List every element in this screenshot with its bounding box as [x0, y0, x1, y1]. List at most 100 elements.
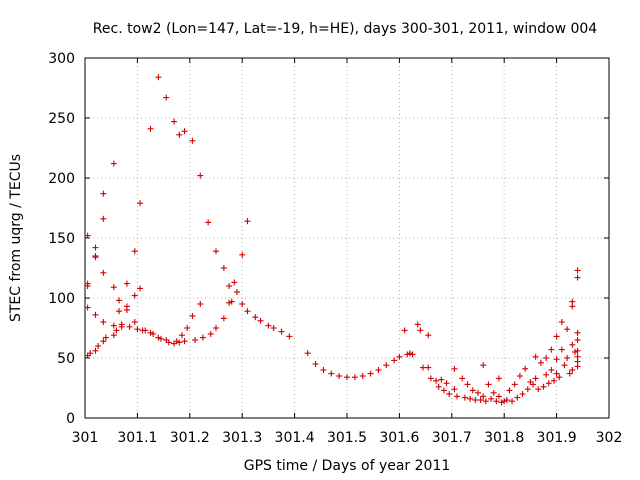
x-tick-label: 301.6 — [379, 430, 419, 446]
data-point — [197, 301, 204, 307]
data-point — [189, 137, 196, 144]
data-point — [548, 367, 555, 373]
data-point — [438, 376, 445, 383]
x-tick-label: 301.7 — [432, 430, 472, 446]
data-point — [480, 393, 487, 400]
data-point — [495, 375, 502, 382]
data-point — [509, 398, 516, 405]
data-point — [110, 332, 117, 339]
data-point — [493, 398, 500, 405]
x-tick-label: 301.2 — [170, 430, 210, 446]
data-point — [181, 128, 188, 135]
data-point — [516, 373, 523, 379]
data-point — [173, 338, 180, 345]
data-point — [569, 341, 576, 348]
data-point — [571, 349, 578, 355]
x-tick-label: 301.3 — [222, 430, 262, 446]
data-point — [123, 280, 130, 287]
data-point — [524, 386, 531, 393]
data-point — [532, 375, 539, 382]
data-point — [147, 329, 154, 336]
x-tick-label: 301.5 — [327, 430, 367, 446]
y-tick-label: 200 — [48, 171, 75, 187]
x-axis-label: GPS time / Days of year 2011 — [244, 458, 451, 474]
data-point — [100, 319, 107, 325]
data-point — [110, 322, 117, 329]
data-point — [574, 363, 581, 370]
data-point — [131, 319, 138, 325]
data-point — [131, 292, 138, 299]
data-point — [532, 353, 539, 360]
data-point — [84, 304, 91, 311]
data-point — [569, 303, 576, 310]
y-tick-label: 250 — [48, 111, 75, 127]
data-point — [553, 370, 560, 377]
y-tick-label: 50 — [57, 351, 75, 367]
data-point — [137, 285, 144, 292]
data-point — [95, 343, 102, 349]
data-point — [480, 362, 487, 369]
data-point — [320, 367, 327, 373]
grid-lines — [85, 58, 609, 418]
data-point — [92, 311, 99, 318]
data-point — [220, 265, 227, 271]
data-point — [239, 301, 246, 307]
data-point — [440, 387, 447, 394]
data-point — [110, 284, 117, 291]
data-point — [558, 319, 565, 325]
y-axis-label: STEC from uqrg / TECUs — [8, 154, 24, 322]
data-point — [475, 389, 481, 396]
data-point — [312, 361, 319, 367]
data-point — [467, 395, 474, 402]
data-point — [102, 334, 109, 341]
data-point — [435, 383, 442, 390]
data-point — [84, 232, 91, 239]
data-point — [498, 399, 505, 406]
data-point — [409, 351, 416, 358]
data-point — [367, 370, 374, 377]
data-point — [116, 308, 123, 315]
data-point — [100, 215, 107, 222]
data-point — [443, 380, 450, 387]
data-point — [359, 373, 366, 379]
data-point — [574, 274, 581, 281]
data-point — [451, 386, 458, 393]
data-point — [469, 387, 476, 394]
data-point — [503, 397, 510, 403]
data-point — [401, 327, 408, 334]
data-point — [485, 381, 492, 388]
data-point — [574, 329, 581, 336]
data-point — [92, 254, 99, 261]
data-point — [252, 314, 259, 321]
data-point — [257, 317, 264, 324]
data-point — [404, 351, 411, 358]
data-point — [427, 375, 434, 382]
x-tick-label: 301.4 — [275, 430, 315, 446]
data-point — [574, 267, 581, 274]
data-point — [425, 332, 432, 339]
data-point — [228, 298, 235, 305]
data-point — [406, 350, 413, 357]
data-point — [344, 374, 350, 381]
data-point — [184, 325, 191, 331]
data-point — [155, 74, 162, 81]
data-point — [472, 397, 479, 403]
x-tick-label: 301.1 — [117, 430, 157, 446]
data-point — [464, 381, 471, 388]
data-point — [419, 364, 426, 371]
data-point — [147, 125, 154, 132]
data-point — [446, 391, 453, 397]
data-point — [244, 218, 251, 225]
data-point — [137, 200, 144, 207]
data-point — [239, 251, 246, 258]
data-point — [553, 333, 560, 340]
y-tick-label: 300 — [48, 51, 75, 67]
data-point — [490, 389, 497, 396]
data-point — [286, 333, 293, 340]
data-point — [207, 331, 214, 337]
data-point — [548, 346, 555, 353]
data-point — [92, 244, 99, 251]
data-point — [519, 391, 526, 397]
data-point — [134, 326, 141, 333]
axis-ticks — [84, 57, 610, 419]
